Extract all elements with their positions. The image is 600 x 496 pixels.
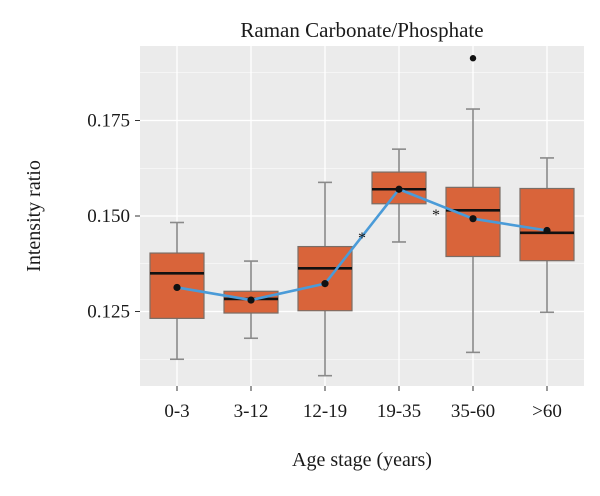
x-tick-label: 3-12 <box>234 401 269 422</box>
y-tick-label: 0.175 <box>87 110 130 131</box>
mean-point <box>321 280 329 288</box>
x-tick-label: 12-19 <box>303 401 347 422</box>
significance-mark: * <box>358 230 366 247</box>
x-tick-label: 35-60 <box>451 401 495 422</box>
box-12-19 <box>297 181 353 377</box>
box->60 <box>519 157 575 314</box>
mean-point <box>247 296 255 304</box>
mean-line <box>176 187 548 302</box>
box-iqr <box>297 245 353 312</box>
y-tick-label: 0.125 <box>87 302 130 323</box>
y-axis-title: Intensity ratio <box>23 160 45 272</box>
x-axis-title: Age stage (years) <box>292 449 432 471</box>
mean-line-layer: ** <box>173 185 551 304</box>
outlier-point <box>469 55 477 62</box>
box-iqr <box>519 187 575 262</box>
y-tick-label: 0.150 <box>87 206 130 227</box>
ticks: 0.125 0.150 0.175 0-3 3-12 12-19 19-35 35-60 >60 <box>87 110 562 422</box>
x-tick-label: 19-35 <box>377 401 421 422</box>
x-tick-label: >60 <box>532 401 562 422</box>
mean-point <box>469 215 477 223</box>
mean-point <box>395 185 403 193</box>
chart-title: Raman Carbonate/Phosphate <box>240 18 483 42</box>
mean-point <box>543 226 551 235</box>
x-tick-label: 0-3 <box>164 401 189 422</box>
significance-mark: * <box>432 207 440 224</box>
mean-point <box>173 283 181 292</box>
